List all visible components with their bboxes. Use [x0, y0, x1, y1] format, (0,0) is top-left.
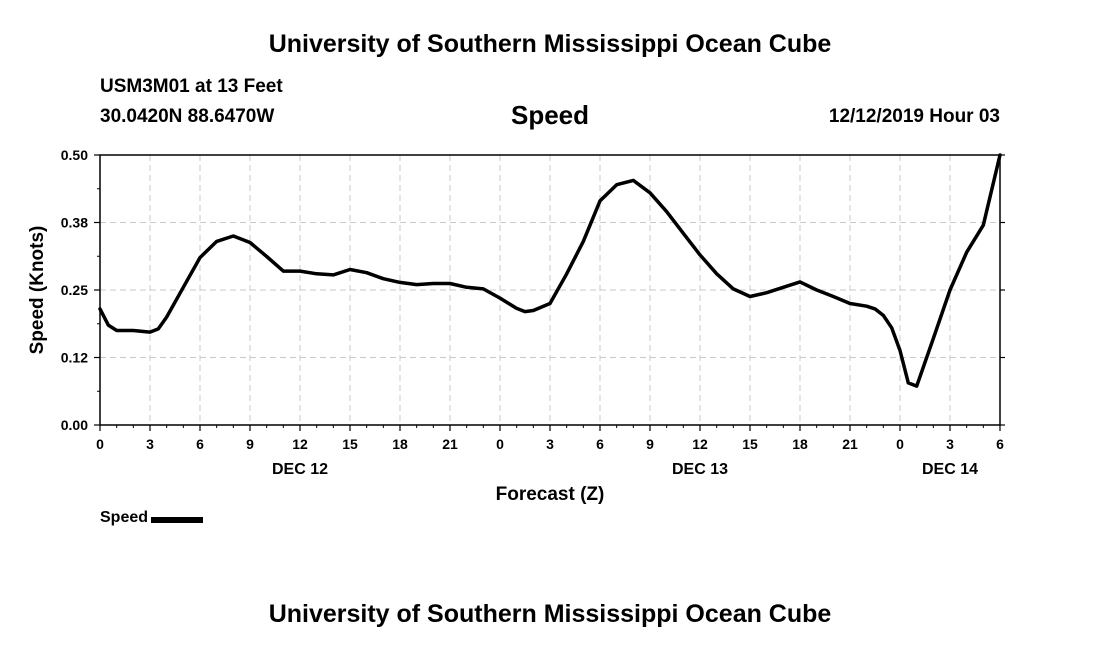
x-tick-label: 21 — [442, 436, 458, 452]
y-tick-label: 0.25 — [61, 282, 88, 298]
x-tick-label: 21 — [842, 436, 858, 452]
x-tick-label: 12 — [292, 436, 308, 452]
x-tick-label: 15 — [342, 436, 358, 452]
plot-frame — [99, 154, 1001, 426]
x-tick-label: 0 — [496, 436, 504, 452]
coordinates-label: 30.0420N 88.6470W — [100, 106, 275, 127]
x-tick-label: 6 — [996, 436, 1004, 452]
footer-title: University of Southern Mississippi Ocean… — [268, 600, 832, 628]
x-tick-label: 0 — [96, 436, 104, 452]
legend: Speed — [100, 509, 204, 527]
day-label: DEC 14 — [922, 461, 978, 478]
x-tick-label: 3 — [546, 436, 554, 452]
x-tick-label: 15 — [742, 436, 758, 452]
y-tick-label: 0.38 — [61, 215, 88, 231]
x-tick-label: 9 — [246, 436, 254, 452]
x-tick-label: 3 — [146, 436, 154, 452]
x-axis-label: Forecast (Z) — [496, 484, 605, 505]
legend-line-swatch — [151, 517, 204, 523]
issued-datetime: 12/12/2019 Hour 03 — [828, 106, 1000, 127]
x-tick-label: 0 — [896, 436, 904, 452]
speed-series-line — [98, 153, 1002, 388]
y-tick-label: 0.50 — [61, 147, 88, 163]
x-tick-label: 12 — [692, 436, 708, 452]
x-tick-label: 3 — [946, 436, 954, 452]
x-tick-label: 6 — [196, 436, 204, 452]
x-tick-label: 6 — [596, 436, 604, 452]
day-label: DEC 13 — [672, 461, 728, 478]
variable-title: Speed — [510, 100, 590, 130]
legend-label: Speed — [100, 509, 149, 526]
station-label: USM3M01 at 13 Feet — [100, 76, 283, 97]
day-label: DEC 12 — [272, 461, 328, 478]
x-tick-label: 9 — [646, 436, 654, 452]
chart-super-title: University of Southern Mississippi Ocean… — [268, 30, 832, 58]
y-axis-label: Speed (Knots) — [27, 226, 48, 355]
y-tick-label: 0.00 — [61, 417, 88, 433]
y-tick-label: 0.12 — [61, 350, 88, 366]
x-tick-label: 18 — [792, 436, 808, 452]
x-tick-label: 18 — [392, 436, 408, 452]
